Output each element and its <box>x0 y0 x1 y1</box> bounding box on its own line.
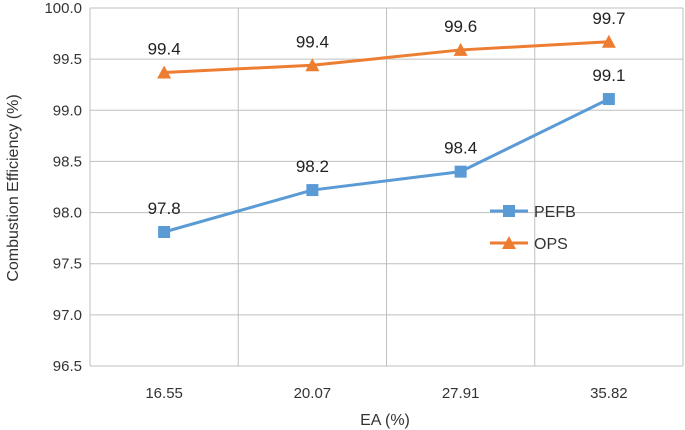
y-tick-label: 100.0 <box>44 0 82 17</box>
data-label-ops: 99.6 <box>444 17 477 36</box>
x-tick-label: 16.55 <box>145 385 183 402</box>
data-labels: 97.8 98.2 98.4 99.1 99.4 99.4 99.6 99.7 <box>148 9 626 218</box>
data-point-pefb <box>602 93 615 106</box>
data-point-ops <box>453 42 468 56</box>
y-tick-label: 98.5 <box>53 153 82 170</box>
data-point-ops <box>305 58 320 72</box>
y-tick-label: 97.0 <box>53 307 82 324</box>
x-axis-label: EA (%) <box>360 412 410 429</box>
legend-item-ops: OPS <box>490 236 568 253</box>
data-point-pefb <box>306 184 319 197</box>
y-tick-label: 98.0 <box>53 205 82 222</box>
data-point-pefb <box>454 165 467 178</box>
x-tick-label: 27.91 <box>442 385 480 402</box>
legend-label-pefb: PEFB <box>534 204 576 221</box>
y-tick-label: 97.5 <box>53 256 82 273</box>
legend: PEFB OPS <box>490 204 576 253</box>
data-point-ops <box>601 34 616 48</box>
data-label-pefb: 98.4 <box>444 139 477 158</box>
data-label-pefb: 98.2 <box>296 157 329 176</box>
data-label-ops: 99.4 <box>296 32 329 51</box>
legend-label-ops: OPS <box>534 236 568 253</box>
y-tick-labels: 96.5 97.0 97.5 98.0 98.5 99.0 99.5 100.0 <box>44 0 82 375</box>
data-point-ops <box>157 65 172 79</box>
y-tick-label: 96.5 <box>53 358 82 375</box>
grid-layer <box>89 7 684 367</box>
x-tick-label: 20.07 <box>294 385 332 402</box>
data-label-ops: 99.7 <box>592 9 625 28</box>
series-line-ops <box>164 40 609 74</box>
data-label-pefb: 99.1 <box>592 66 625 85</box>
legend-item-pefb: PEFB <box>490 204 576 221</box>
legend-marker-pefb <box>503 205 515 217</box>
series-line-pefb <box>163 97 610 234</box>
x-tick-labels: 16.55 20.07 27.91 35.82 <box>145 385 627 402</box>
series-layer <box>157 34 616 239</box>
legend-marker-ops <box>502 236 516 249</box>
data-label-ops: 99.4 <box>148 39 181 58</box>
y-axis-label: Combustion Efficiency (%) <box>5 94 22 281</box>
x-tick-label: 35.82 <box>590 385 628 402</box>
data-point-pefb <box>158 226 171 239</box>
data-label-pefb: 97.8 <box>148 199 181 218</box>
y-tick-label: 99.0 <box>53 102 82 119</box>
y-tick-label: 99.5 <box>53 51 82 68</box>
